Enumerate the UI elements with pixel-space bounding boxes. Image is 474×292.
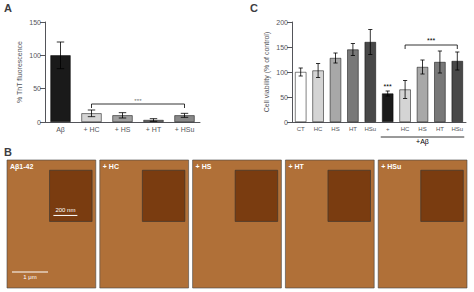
svg-text:***: *** [427,37,435,44]
svg-text:100: 100 [29,52,41,59]
svg-text:50: 50 [280,94,288,101]
svg-text:Aβ1-42: Aβ1-42 [10,163,33,171]
svg-text:150: 150 [276,44,288,51]
svg-text:+ HT: + HT [146,126,162,133]
svg-text:+ HS: + HS [115,126,131,133]
svg-text:+ HC: + HC [103,163,119,170]
svg-text:+Aβ: +Aβ [416,138,429,146]
svg-text:+ HSu: + HSu [381,163,401,170]
svg-text:B: B [4,146,12,158]
svg-text:+ HC: + HC [83,126,99,133]
svg-text:100: 100 [276,69,288,76]
svg-text:Aβ: Aβ [56,126,65,134]
svg-text:% ThT fluorescence: % ThT fluorescence [16,41,23,103]
svg-text:HT: HT [349,126,357,132]
svg-text:HS: HS [418,126,426,132]
svg-text:0: 0 [37,119,41,126]
svg-text:HT: HT [436,126,444,132]
svg-text:HS: HS [331,126,339,132]
svg-text:200: 200 [276,19,288,26]
svg-text:200 nm: 200 nm [55,207,75,213]
svg-text:◦◦◦: ◦◦◦ [134,96,141,103]
svg-text:+ HT: + HT [288,163,304,170]
svg-text:HC: HC [401,126,410,132]
svg-text:HSu: HSu [451,126,463,132]
svg-text:Cell viability (% of control): Cell viability (% of control) [263,32,271,113]
svg-text:0: 0 [284,119,288,126]
svg-text:HC: HC [314,126,323,132]
svg-text:HSu: HSu [364,126,376,132]
svg-text:+ HSu: + HSu [175,126,195,133]
svg-text:A: A [4,2,12,14]
svg-text:+ HS: + HS [196,163,212,170]
svg-text:50: 50 [33,85,41,92]
svg-text:C: C [250,2,258,14]
svg-text:CT: CT [297,126,305,132]
svg-text:+: + [386,126,390,132]
svg-text:1 μm: 1 μm [23,274,36,280]
svg-text:***: *** [384,83,392,90]
svg-text:150: 150 [29,19,41,26]
